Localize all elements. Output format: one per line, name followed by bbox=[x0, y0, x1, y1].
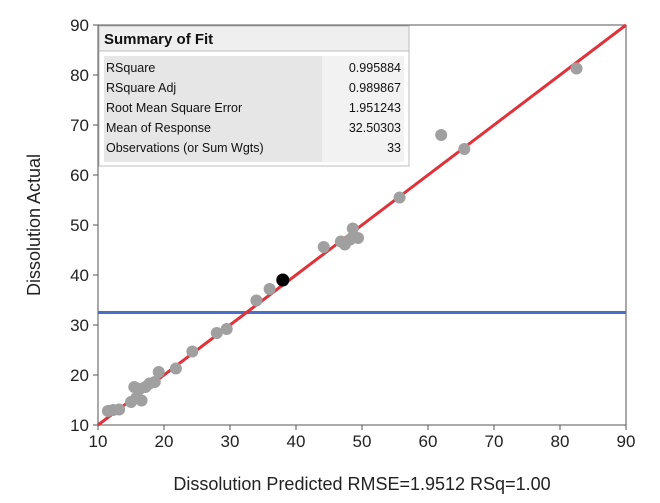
x-axis-ticks: 10 20 30 40 50 60 70 80 90 bbox=[89, 425, 636, 451]
data-point bbox=[317, 241, 330, 253]
y-tick-label: 20 bbox=[70, 366, 89, 385]
y-tick-label: 60 bbox=[70, 166, 89, 185]
summary-row-label: RSquare Adj bbox=[106, 81, 176, 95]
x-axis-title: Dissolution Predicted RMSE=1.9512 RSq=1.… bbox=[173, 474, 550, 494]
summary-row-value: 0.995884 bbox=[349, 61, 401, 75]
summary-row-value: 32.50303 bbox=[349, 121, 401, 135]
y-tick-label: 40 bbox=[70, 266, 89, 285]
summary-row-value: 0.989867 bbox=[349, 81, 401, 95]
data-point bbox=[352, 232, 365, 244]
data-point bbox=[148, 376, 161, 388]
y-axis-title: Dissolution Actual bbox=[24, 154, 44, 296]
data-point bbox=[113, 403, 126, 416]
x-tick-label: 20 bbox=[155, 432, 174, 451]
x-tick-label: 80 bbox=[551, 432, 570, 451]
data-point bbox=[346, 222, 359, 235]
y-tick-label: 80 bbox=[70, 66, 89, 85]
y-axis-ticks: 10 20 30 40 50 60 70 80 90 bbox=[70, 16, 98, 435]
data-point bbox=[135, 394, 148, 407]
summary-title: Summary of Fit bbox=[104, 31, 213, 48]
x-tick-label: 60 bbox=[419, 432, 438, 451]
summary-row-label: Observations (or Sum Wgts) bbox=[106, 141, 264, 155]
fit-line bbox=[97, 23, 627, 427]
highlighted-data-point bbox=[276, 273, 290, 287]
x-tick-label: 70 bbox=[485, 432, 504, 451]
x-tick-label: 40 bbox=[287, 432, 306, 451]
summary-rows: RSquare 0.995884 RSquare Adj 0.989867 Root M… bbox=[106, 61, 401, 155]
x-tick-label: 90 bbox=[617, 432, 636, 451]
summary-row-label: Root Mean Square Error bbox=[106, 101, 242, 115]
y-tick-label: 70 bbox=[70, 116, 89, 135]
data-point bbox=[186, 345, 199, 358]
data-point bbox=[220, 323, 233, 335]
x-tick-label: 10 bbox=[89, 432, 108, 451]
data-point bbox=[393, 191, 406, 204]
summary-row-value: 33 bbox=[387, 141, 401, 155]
data-point bbox=[210, 327, 223, 339]
y-tick-label: 30 bbox=[70, 316, 89, 335]
data-point bbox=[435, 129, 448, 141]
data-points bbox=[101, 62, 583, 417]
y-tick-label: 10 bbox=[70, 416, 89, 435]
summary-row-label: RSquare bbox=[106, 61, 155, 75]
summary-row-value: 1.951243 bbox=[349, 101, 401, 115]
data-point bbox=[250, 294, 263, 307]
y-tick-label: 90 bbox=[70, 16, 89, 35]
summary-value-col-bg bbox=[322, 56, 404, 162]
x-tick-label: 50 bbox=[353, 432, 372, 451]
summary-header-bg bbox=[98, 25, 410, 52]
summary-label-col-bg bbox=[104, 56, 322, 162]
summary-row-label: Mean of Response bbox=[106, 121, 211, 135]
data-point bbox=[458, 143, 471, 155]
data-point bbox=[152, 366, 165, 378]
y-tick-label: 50 bbox=[70, 216, 89, 235]
data-point bbox=[169, 362, 182, 375]
data-point bbox=[570, 62, 583, 75]
data-point bbox=[263, 283, 276, 295]
summary-of-fit-box: Summary of Fit RSquare 0.995884 RSquare Ad… bbox=[98, 25, 410, 167]
x-tick-label: 30 bbox=[221, 432, 240, 451]
